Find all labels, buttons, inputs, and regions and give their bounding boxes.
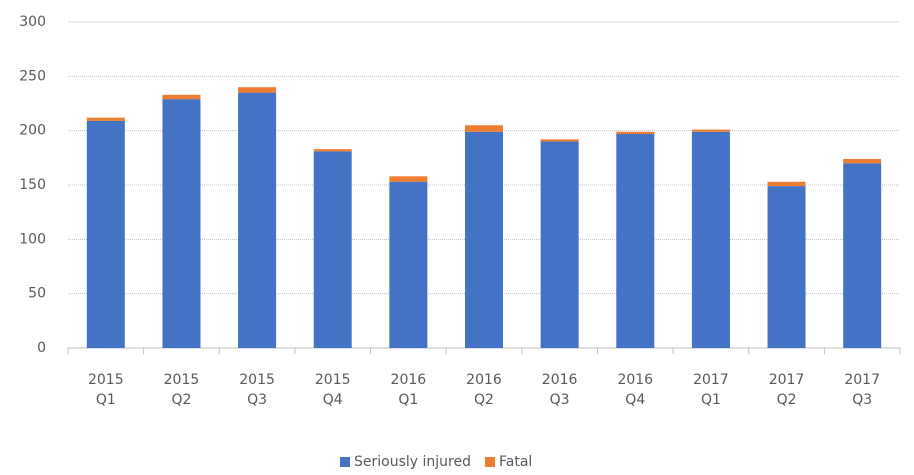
- bar-segment: [389, 176, 428, 182]
- bar-segment: [767, 186, 806, 348]
- y-tick-label: 150: [19, 177, 46, 193]
- bar-segment: [313, 151, 352, 348]
- x-tick-label: 2017 Q1: [693, 372, 729, 408]
- bar-segment: [238, 92, 277, 348]
- bar-segment: [616, 131, 655, 134]
- y-tick-label: 0: [37, 340, 46, 356]
- bar-segment: [86, 120, 125, 349]
- bar-segment: [465, 131, 503, 348]
- bar-segment: [540, 139, 579, 142]
- x-tick-label: 2016 Q1: [390, 372, 427, 408]
- legend-swatch: [484, 457, 495, 467]
- legend-label: Fatal: [499, 454, 532, 470]
- y-tick-label: 100: [19, 231, 46, 247]
- bar-segment: [389, 181, 428, 348]
- bar-segment: [767, 181, 806, 187]
- x-tick-label: 2016 Q2: [466, 372, 502, 408]
- bar-segment: [616, 133, 655, 348]
- legend-swatch: [340, 457, 350, 467]
- x-tick-label: 2017 Q2: [768, 372, 805, 408]
- y-tick-label: 200: [19, 123, 46, 139]
- bar-segment: [691, 129, 730, 132]
- x-tick-label: 2015 Q2: [163, 372, 200, 408]
- bar-segment: [162, 94, 201, 100]
- x-tick-label: 2015 Q1: [87, 372, 124, 408]
- x-tick-label: 2016 Q3: [541, 372, 578, 408]
- y-tick-label: 50: [28, 286, 46, 302]
- bar-segment: [843, 158, 882, 164]
- legend-label: Seriously injured: [354, 454, 471, 470]
- y-tick-label: 250: [19, 68, 46, 84]
- bar-segment: [238, 87, 277, 93]
- bar-segment: [540, 141, 579, 348]
- bar-segment: [465, 125, 503, 132]
- bar-segment: [86, 117, 125, 121]
- y-tick-label: 300: [19, 14, 46, 30]
- x-tick-label: 2015 Q3: [239, 372, 275, 408]
- x-tick-label: 2016 Q4: [617, 372, 654, 408]
- bar-segment: [313, 149, 352, 152]
- bar-segment: [843, 163, 882, 348]
- bar-segment: [691, 131, 730, 348]
- x-tick-label: 2015 Q4: [314, 372, 351, 408]
- x-tick-label: 2017 Q3: [844, 372, 880, 408]
- bar-segment: [162, 99, 201, 348]
